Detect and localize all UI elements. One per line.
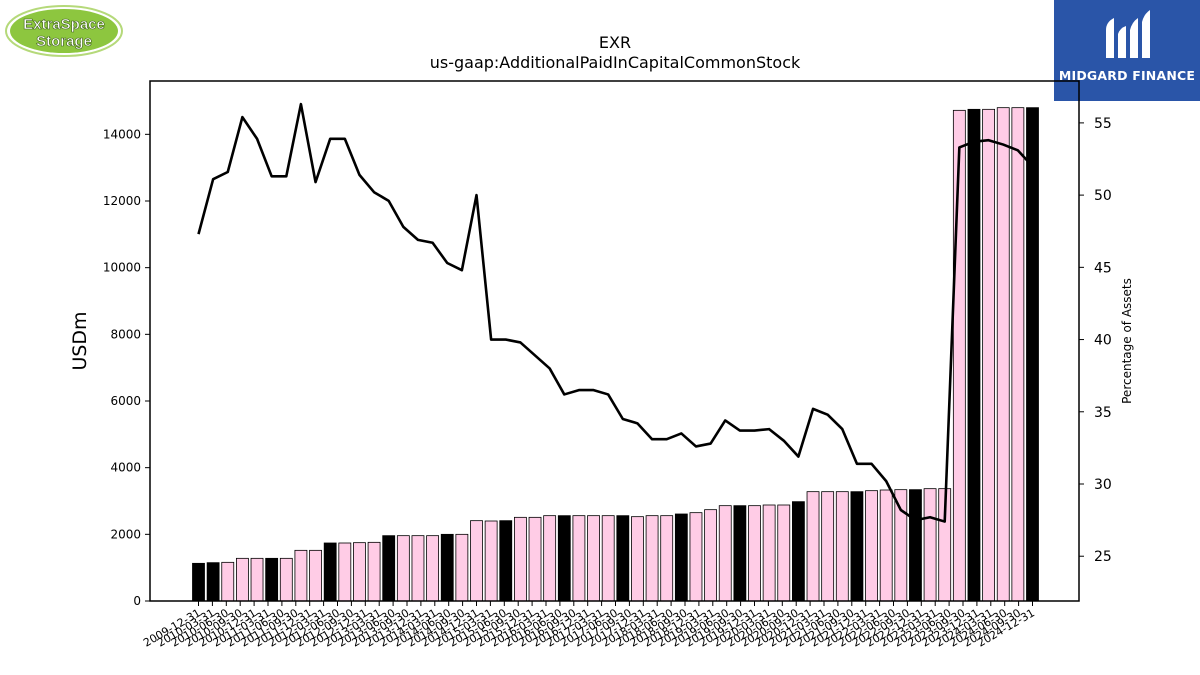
y2-axis-label: Percentage of Assets (1120, 278, 1134, 404)
bar-43 (821, 491, 835, 602)
x-axis-ticks: 2009-12-312010-03-312010-06-302010-09-30… (141, 601, 1037, 650)
bar-27 (587, 515, 600, 602)
bar-26 (572, 515, 586, 602)
y-tick-label: 8000 (110, 327, 141, 341)
midgard-brand-text: MIDGARD FINANCE (1058, 68, 1196, 83)
bar-49 (909, 489, 922, 602)
bar-34 (689, 512, 703, 602)
bar-14 (396, 535, 410, 602)
y2-tick-label: 45 (1094, 260, 1112, 276)
bar-55 (996, 107, 1010, 602)
y-tick-label: 2000 (110, 527, 141, 541)
bar-40 (777, 504, 791, 602)
chart-title: EXR (599, 33, 631, 52)
logo-left-line1: ExtraSpace (23, 16, 105, 33)
bar-series (192, 107, 1039, 602)
bar-31 (645, 515, 659, 602)
bar-30 (631, 516, 644, 602)
bar-48 (894, 489, 908, 602)
percentage-line (197, 102, 1034, 523)
y-axis-label: USDm (69, 311, 91, 370)
bar-44 (835, 491, 849, 602)
bar-22 (514, 516, 527, 602)
y-tick-label: 0 (133, 594, 141, 608)
bar-6 (279, 557, 293, 602)
bar-10 (338, 542, 352, 602)
bar-46 (865, 490, 878, 602)
bar-57 (1026, 107, 1039, 602)
bar-54 (982, 108, 996, 602)
logo-left-line2: Storage (36, 33, 92, 50)
bar-7 (294, 549, 308, 602)
bar-0 (192, 562, 205, 602)
bar-20 (484, 520, 498, 602)
bar-37 (733, 505, 747, 602)
y2-tick-label: 35 (1094, 405, 1112, 421)
bar-12 (367, 541, 381, 602)
bar-56 (1011, 107, 1025, 602)
y-tick-label: 6000 (110, 394, 141, 408)
y2-tick-label: 25 (1094, 549, 1112, 565)
bar-53 (967, 108, 981, 602)
bar-23 (528, 516, 542, 602)
y2-tick-label: 40 (1094, 333, 1112, 349)
extraspace-storage-logo: ExtraSpace Storage (4, 4, 124, 58)
bar-33 (674, 513, 688, 602)
logo-left-badge (10, 9, 118, 53)
y-tick-label: 4000 (110, 461, 141, 475)
y2-tick-label: 50 (1094, 188, 1112, 204)
bar-36 (718, 505, 732, 602)
y2-axis-ticks: 25 30 35 40 45 50 55 (1079, 116, 1112, 565)
y-tick-label: 12000 (103, 194, 141, 208)
bar-3 (235, 557, 249, 602)
bar-39 (762, 504, 776, 602)
bar-11 (353, 542, 366, 602)
bar-5 (265, 557, 279, 602)
bar-4 (250, 557, 264, 602)
bar-52 (952, 109, 966, 602)
y-tick-label: 14000 (103, 127, 141, 141)
bar-32 (660, 515, 674, 602)
y2-tick-label: 30 (1094, 477, 1112, 493)
bar-17 (440, 533, 454, 602)
bar-16 (426, 535, 440, 602)
bar-8 (309, 549, 322, 602)
y-tick-label: 10000 (103, 261, 141, 275)
bar-45 (850, 491, 864, 602)
bar-21 (499, 520, 513, 602)
bar-28 (601, 515, 615, 602)
plot-frame (149, 80, 1080, 602)
bar-19 (470, 520, 483, 602)
bar-41 (792, 501, 805, 602)
bar-13 (382, 535, 396, 602)
y-axis-ticks: 0 2000 4000 6000 8000 10000 12000 14000 (103, 127, 150, 608)
bar-2 (221, 561, 235, 602)
bar-18 (455, 533, 469, 602)
chart-subtitle: us-gaap:AdditionalPaidInCapitalCommonSto… (430, 53, 801, 72)
bar-35 (704, 509, 718, 602)
bar-24 (543, 515, 557, 602)
midgard-mark-icon (1106, 10, 1150, 58)
bar-29 (616, 515, 630, 602)
bar-50 (923, 488, 937, 602)
bar-25 (557, 515, 571, 602)
bar-47 (879, 489, 893, 602)
bar-15 (411, 535, 425, 602)
bar-38 (748, 505, 761, 602)
bar-1 (206, 562, 220, 602)
y2-tick-label: 55 (1094, 116, 1112, 132)
bar-42 (806, 491, 820, 602)
bar-9 (323, 542, 337, 602)
